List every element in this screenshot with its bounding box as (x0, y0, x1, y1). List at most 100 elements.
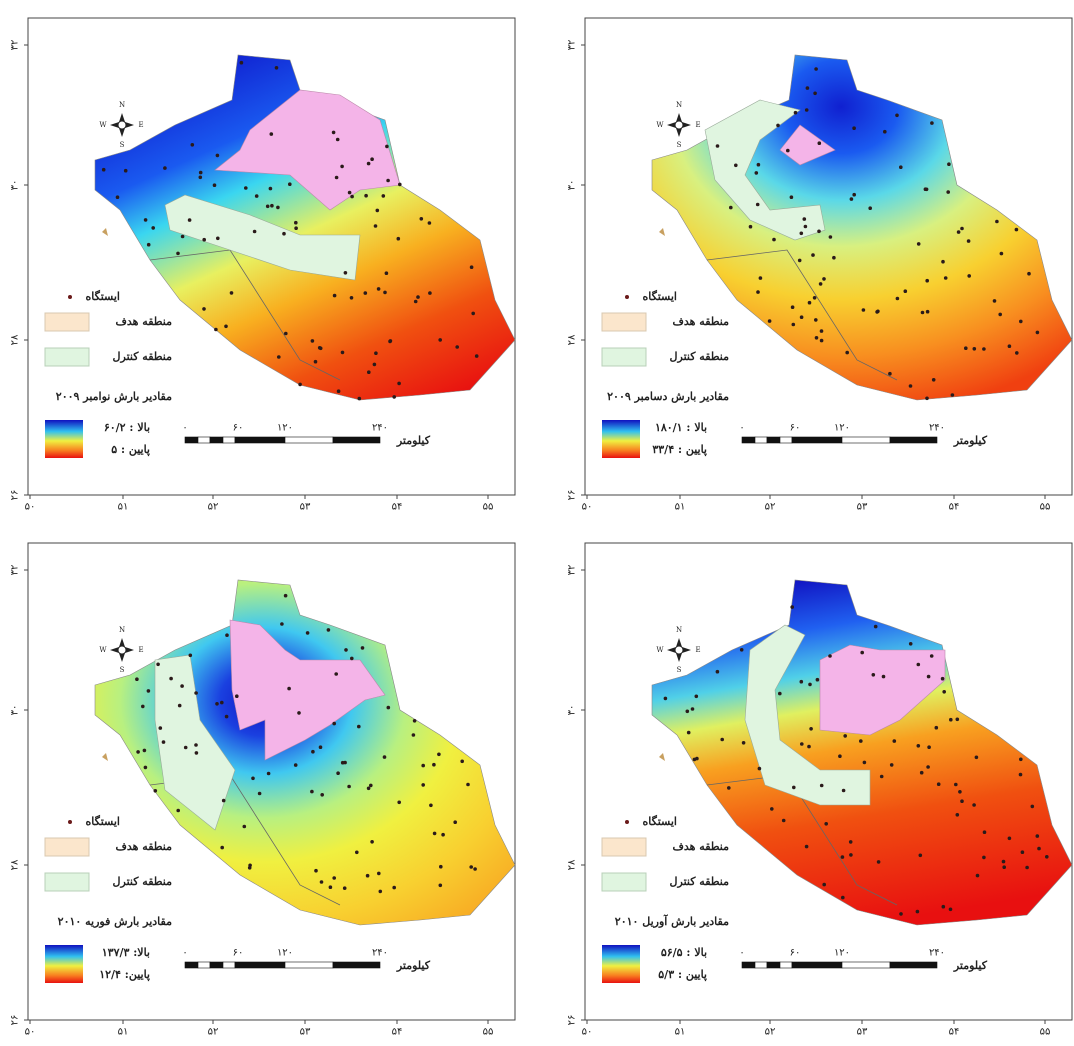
target-area (779, 124, 836, 166)
station (972, 347, 977, 351)
station (311, 749, 315, 754)
station (998, 312, 1002, 317)
scale-label: ۲۴۰ (372, 423, 388, 434)
station (934, 725, 939, 730)
station (1018, 772, 1023, 777)
station (832, 255, 836, 260)
station (427, 221, 432, 225)
station (920, 310, 925, 315)
station (947, 162, 951, 166)
station (386, 705, 391, 710)
legend-high: بالا: ۱۳۷/۳ (102, 946, 150, 959)
station (925, 396, 929, 401)
station (925, 309, 930, 314)
station (372, 362, 377, 367)
compass-label: S (677, 666, 682, 674)
station (158, 726, 163, 730)
scale-label: ۱۲۰ (834, 948, 850, 959)
station (332, 721, 337, 726)
legend-target: منطقه هدف (115, 315, 172, 328)
station (943, 276, 948, 280)
scale-segment (222, 961, 236, 969)
station (838, 754, 842, 758)
y-tick-label: ۲۶ (567, 490, 578, 501)
scale-segment (197, 961, 211, 969)
station (756, 290, 760, 294)
x-tick-label: ۵۳ (300, 502, 311, 513)
station (792, 785, 796, 790)
legend-high: بالا : ۵۶/۵ (661, 946, 707, 959)
scale-segment (791, 961, 843, 969)
station (1035, 834, 1040, 838)
station (357, 396, 362, 401)
station (946, 190, 950, 194)
station (982, 855, 986, 860)
station (284, 331, 288, 336)
legend-title: مقادیر بارش دسامبر ۲۰۰۹ (607, 390, 729, 403)
station (1027, 271, 1031, 276)
station (720, 737, 724, 742)
y-tick-label: ۲۶ (567, 1015, 578, 1026)
station (320, 793, 325, 797)
y-tick-label: ۳۲ (567, 565, 578, 576)
legend-control-swatch (44, 872, 90, 892)
control-area (744, 624, 871, 806)
station (215, 153, 220, 158)
compass-label: S (120, 666, 125, 674)
station (881, 674, 886, 679)
station (187, 218, 192, 222)
station (355, 850, 359, 855)
compass-label: W (99, 121, 107, 129)
station (229, 291, 234, 295)
station (817, 229, 821, 234)
station (370, 840, 374, 844)
station (340, 164, 344, 169)
scale-label: ۰ (182, 423, 187, 434)
station (397, 800, 402, 805)
station (734, 163, 738, 168)
station (375, 208, 380, 213)
station (729, 205, 733, 210)
station (156, 662, 160, 667)
station (298, 382, 302, 387)
station (727, 786, 731, 790)
station (916, 242, 921, 246)
station (163, 166, 167, 170)
station (955, 813, 960, 817)
scale-segment (234, 436, 286, 444)
station (936, 782, 941, 786)
station (772, 237, 776, 242)
map-panel: ۵۰ ۵۱ ۵۲ ۵۳ ۵۴ ۵۵ ۳۲ ۳۰ ۲۸ ۲۶ N S W E ایستگاه منطقه هدف… (10, 542, 516, 1038)
station (326, 628, 331, 632)
scale-label: ۲۴۰ (372, 948, 388, 959)
station (899, 165, 903, 169)
station (1030, 804, 1035, 809)
station (396, 236, 401, 241)
legend-control: منطقه کنترل (670, 875, 730, 888)
station (767, 319, 772, 323)
station (663, 696, 668, 701)
station (367, 370, 371, 375)
station (845, 350, 849, 355)
y-tick-label: ۲۸ (10, 859, 21, 870)
station (336, 771, 340, 775)
compass-center (117, 645, 127, 655)
station (849, 853, 853, 857)
station (382, 755, 387, 759)
station (956, 230, 961, 234)
station (958, 790, 962, 794)
station (180, 684, 184, 688)
station (366, 786, 371, 791)
station (819, 338, 824, 343)
legend-control: منطقه کنترل (670, 350, 730, 363)
station (376, 287, 381, 291)
station (813, 91, 817, 96)
district-border (706, 249, 898, 381)
compass-label: E (695, 121, 700, 129)
station (334, 175, 339, 180)
station (848, 840, 853, 844)
station (814, 336, 819, 340)
scale-segment (889, 961, 938, 969)
station (136, 750, 140, 754)
x-tick-label: ۵۰ (582, 1027, 593, 1038)
